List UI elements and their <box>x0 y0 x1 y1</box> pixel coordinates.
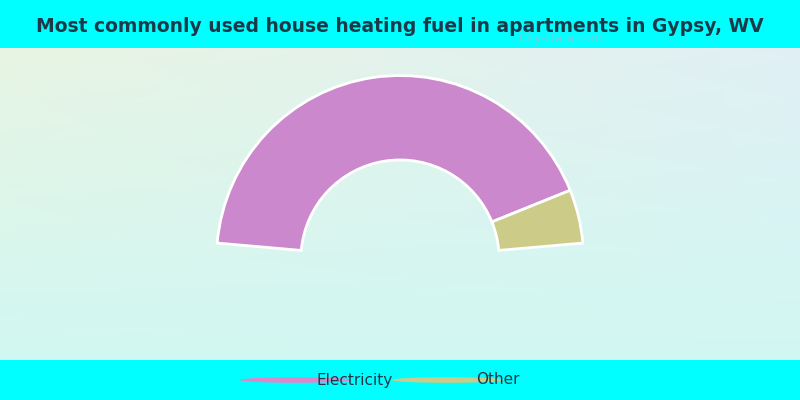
Text: Most commonly used house heating fuel in apartments in Gypsy, WV: Most commonly used house heating fuel in… <box>36 17 764 36</box>
Circle shape <box>392 377 504 383</box>
Wedge shape <box>492 190 583 250</box>
Wedge shape <box>217 76 570 250</box>
Text: Electricity: Electricity <box>316 372 392 388</box>
Text: City-Data.com: City-Data.com <box>518 32 602 45</box>
Circle shape <box>240 377 352 383</box>
Text: Other: Other <box>476 372 519 388</box>
